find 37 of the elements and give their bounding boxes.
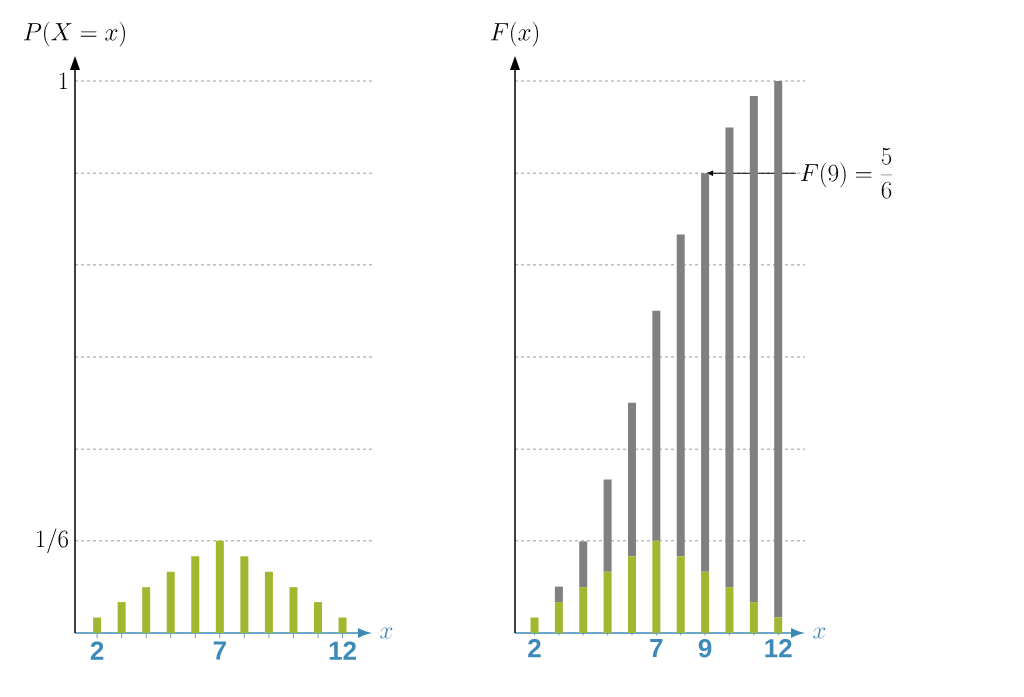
- y-axis-title: $P(X=x)$: [23, 21, 125, 47]
- bar: [627, 556, 636, 633]
- annotation: $F(9)=\frac{5}{6}$: [800, 147, 893, 199]
- x-tick-label: 7: [213, 641, 226, 660]
- bar: [725, 587, 734, 633]
- x-tick-label: 9: [698, 639, 712, 658]
- bar: [338, 617, 347, 633]
- bar: [93, 617, 102, 633]
- bar: [166, 571, 175, 633]
- x-tick-label: 12: [765, 639, 792, 658]
- bar: [314, 602, 323, 633]
- x-tick-label: 2: [528, 639, 541, 658]
- bar: [676, 556, 685, 633]
- bar: [289, 587, 298, 633]
- bar: [142, 587, 151, 633]
- bar: [264, 571, 273, 633]
- bar: [554, 586, 563, 603]
- x-tick-label: 7: [650, 639, 663, 657]
- x-tick-label: 12: [329, 641, 356, 660]
- y-axis-title: $F(x)$: [490, 21, 539, 47]
- y-tick-label: $1/6$: [36, 528, 68, 554]
- bar: [749, 602, 758, 633]
- bar: [117, 602, 126, 633]
- y-tick-label: $1$: [59, 72, 68, 90]
- x-axis-title: $x$: [380, 627, 393, 639]
- bar: [701, 571, 710, 633]
- bar: [191, 556, 200, 633]
- x-axis-title: $x$: [813, 627, 826, 639]
- bar: [603, 571, 612, 633]
- bar: [530, 617, 539, 633]
- bar: [215, 540, 224, 633]
- bar: [652, 540, 661, 633]
- bar: [554, 602, 563, 633]
- x-tick-label: 2: [90, 641, 104, 660]
- bar: [774, 617, 783, 633]
- bar: [579, 587, 588, 633]
- bar: [240, 556, 249, 633]
